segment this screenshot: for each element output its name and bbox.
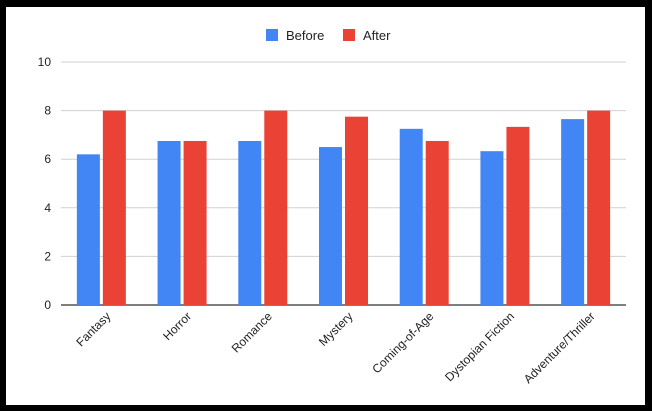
x-tick-label: Horror [160,309,194,343]
y-tick-label: 0 [44,298,51,312]
y-tick-label: 4 [44,201,51,215]
bar-before-adventure-thriller [561,119,585,305]
chart-frame: Before After 0 2 4 6 8 10 Fantasy Horror Romance… [6,7,645,405]
bar-after-adventure-thriller [587,110,611,305]
y-tick-label: 8 [44,104,51,118]
legend-label-after: After [363,28,391,43]
bars [76,110,611,305]
bar-before-mystery [319,147,342,305]
bar-before-dystopian-fiction [480,151,504,305]
bar-before-romance [238,140,262,305]
bar-after-fantasy [102,110,126,305]
bar-chart: Before After 0 2 4 6 8 10 Fantasy Horror Romance… [38,28,626,386]
bar-before-coming-of-age [399,128,423,305]
x-tick-label: Romance [229,309,275,355]
legend-label-before: Before [286,28,324,43]
x-tick-label: Coming-of-Age [369,309,436,376]
bar-after-horror [183,140,207,305]
x-tick-label: Fantasy [73,309,113,349]
y-tick-label: 6 [44,152,51,166]
gridlines [61,61,626,306]
y-tick-label: 2 [44,249,51,263]
legend-swatch-after [343,29,355,41]
legend: Before After [266,28,391,43]
x-tick-label: Adventure/Thriller [521,309,598,386]
y-tick-label: 10 [38,55,52,69]
bar-after-romance [264,110,288,305]
x-tick-label: Mystery [316,309,356,349]
y-axis-tick-labels: 0 2 4 6 8 10 [38,55,52,312]
x-axis-tick-labels: Fantasy Horror Romance Mystery Coming-of-Age… [73,309,597,386]
x-tick-label: Dystopian Fiction [442,309,517,384]
legend-swatch-before [266,29,278,41]
bar-after-mystery [345,116,368,305]
bar-after-coming-of-age [425,140,449,305]
bar-before-fantasy [76,154,100,305]
bar-after-dystopian-fiction [506,126,530,305]
bar-before-horror [157,140,181,305]
